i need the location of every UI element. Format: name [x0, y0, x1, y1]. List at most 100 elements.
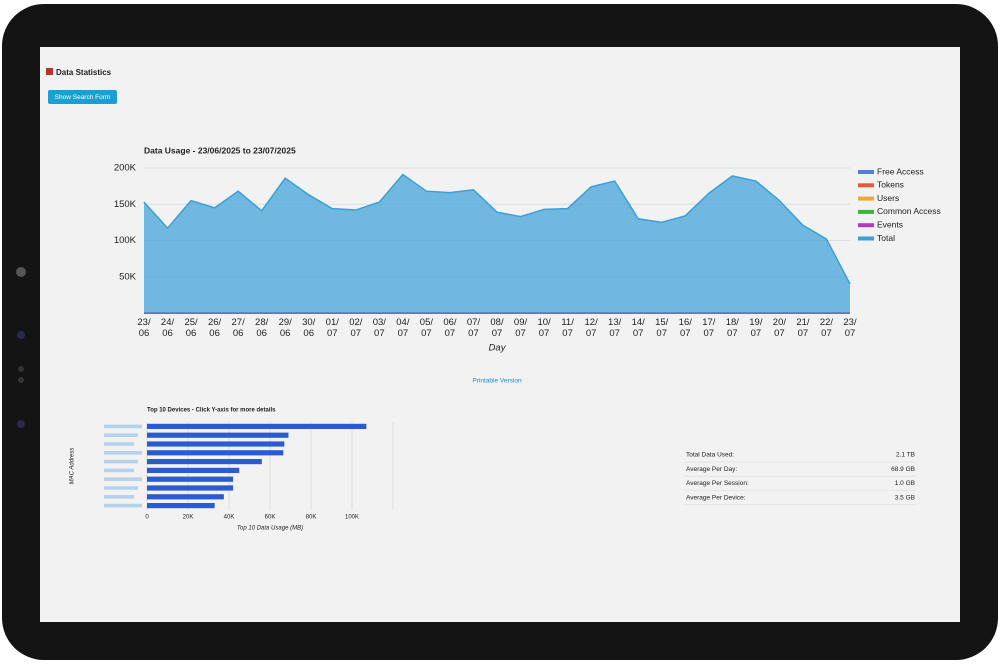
bar	[147, 467, 240, 473]
chart-title: Data Usage - 23/06/2025 to 23/07/2025	[144, 145, 296, 155]
legend-label[interactable]: Events	[877, 219, 903, 229]
x-tick-label: 23/06	[137, 317, 151, 339]
screen-area	[40, 47, 960, 622]
summary-value: 68.9 GB	[891, 466, 915, 473]
x-tick-label: 01/07	[325, 317, 339, 339]
x-tick-label: 60K	[265, 515, 276, 521]
summary-label: Average Per Session:	[686, 480, 749, 487]
x-tick-label: 21/07	[796, 317, 810, 339]
chart-title: Top 10 Devices - Click Y-axis for more d…	[147, 408, 276, 414]
blurred-device-label[interactable]	[104, 424, 142, 429]
bar	[147, 432, 289, 438]
y-axis-title: MAC Address	[70, 448, 76, 485]
x-tick-label: 29/06	[278, 317, 292, 339]
x-tick-label: 16/07	[678, 317, 692, 339]
header-icon	[46, 68, 53, 75]
blurred-device-label[interactable]	[104, 433, 138, 437]
x-tick-label: 28/06	[255, 317, 269, 339]
y-tick-label: 50K	[119, 271, 137, 282]
x-tick-label: 09/07	[513, 317, 528, 339]
x-tick-label: 19/07	[749, 317, 763, 339]
blurred-device-label[interactable]	[104, 477, 142, 481]
y-tick-label: 150K	[114, 199, 137, 210]
x-tick-label: 08/07	[490, 317, 504, 339]
blurred-device-label[interactable]	[104, 451, 142, 455]
bar	[147, 441, 285, 447]
sensor	[17, 420, 25, 428]
x-tick-label: 12/07	[584, 317, 598, 339]
bar	[147, 459, 262, 465]
x-tick-label: 17/07	[702, 317, 716, 339]
legend-label[interactable]: Users	[877, 193, 899, 203]
bar	[147, 494, 224, 500]
summary-label: Average Per Day:	[686, 466, 737, 473]
legend-label[interactable]: Total	[877, 233, 895, 243]
camera	[16, 267, 26, 277]
area	[144, 174, 850, 313]
x-tick-label: 03/07	[372, 317, 386, 339]
x-tick-label: 26/06	[207, 317, 222, 339]
legend-swatch[interactable]	[858, 209, 874, 214]
x-tick-label: 10/07	[537, 317, 551, 339]
x-tick-label: 22/07	[819, 317, 834, 339]
summary-label: Average Per Device:	[686, 494, 746, 501]
y-tick-label: 200K	[114, 163, 137, 174]
bar	[147, 423, 367, 429]
sensor	[18, 366, 24, 372]
bar	[147, 450, 284, 456]
legend-swatch[interactable]	[858, 196, 874, 201]
legend-label[interactable]: Free Access	[877, 166, 924, 176]
sensor	[18, 377, 24, 383]
blurred-device-label[interactable]	[104, 442, 134, 446]
x-tick-label: 04/07	[396, 317, 410, 339]
summary-value: 2.1 TB	[896, 452, 915, 459]
x-tick-label: 30/06	[302, 317, 316, 339]
x-axis-title: Day	[489, 343, 507, 354]
legend-label[interactable]: Tokens	[877, 180, 904, 190]
x-tick-label: 06/07	[443, 317, 457, 339]
x-tick-label: 100K	[345, 515, 359, 521]
search-button-label[interactable]: Show Search Form	[55, 94, 111, 101]
page-title: Data Statistics	[56, 68, 112, 77]
summary-value: 3.5 GB	[895, 494, 915, 501]
x-tick-label: 23/07	[843, 317, 857, 339]
x-tick-label: 40K	[224, 515, 235, 521]
x-axis-title: Top 10 Data Usage (MB)	[237, 526, 303, 532]
blurred-device-label[interactable]	[104, 495, 134, 499]
x-tick-label: 0	[145, 515, 149, 521]
x-tick-label: 18/07	[725, 317, 739, 339]
bar	[147, 503, 215, 509]
line	[143, 173, 851, 285]
search-button[interactable]	[48, 90, 117, 104]
x-tick-label: 05/07	[419, 317, 433, 339]
y-tick-label: 100K	[114, 235, 137, 246]
blurred-device-label[interactable]	[104, 459, 138, 464]
summary-value: 1.0 GB	[895, 480, 915, 487]
x-tick-label: 15/07	[655, 317, 669, 339]
legend-label[interactable]: Common Access	[877, 206, 941, 216]
x-tick-label: 27/06	[231, 317, 245, 339]
x-tick-label: 20/07	[772, 317, 786, 339]
sensor	[17, 331, 25, 339]
bar	[147, 476, 234, 482]
x-tick-label: 11/07	[561, 317, 574, 339]
x-tick-label: 80K	[306, 515, 317, 521]
blurred-device-label[interactable]	[104, 503, 142, 508]
x-tick-label: 02/07	[349, 317, 363, 339]
legend-swatch[interactable]	[858, 170, 874, 174]
x-tick-label: 20K	[183, 515, 194, 521]
blurred-device-label[interactable]	[104, 468, 134, 473]
x-tick-label: 25/06	[184, 317, 198, 339]
legend-swatch[interactable]	[858, 223, 874, 228]
legend-swatch[interactable]	[858, 183, 874, 188]
printable-link[interactable]: Printable Version	[472, 378, 522, 385]
legend-swatch[interactable]	[858, 236, 874, 241]
x-tick-label: 13/07	[608, 317, 622, 339]
x-tick-label: 14/07	[631, 317, 645, 339]
x-tick-label: 24/06	[160, 317, 175, 339]
bar	[147, 485, 234, 491]
blurred-device-label[interactable]	[104, 486, 138, 490]
summary-label: Total Data Used:	[686, 452, 734, 459]
